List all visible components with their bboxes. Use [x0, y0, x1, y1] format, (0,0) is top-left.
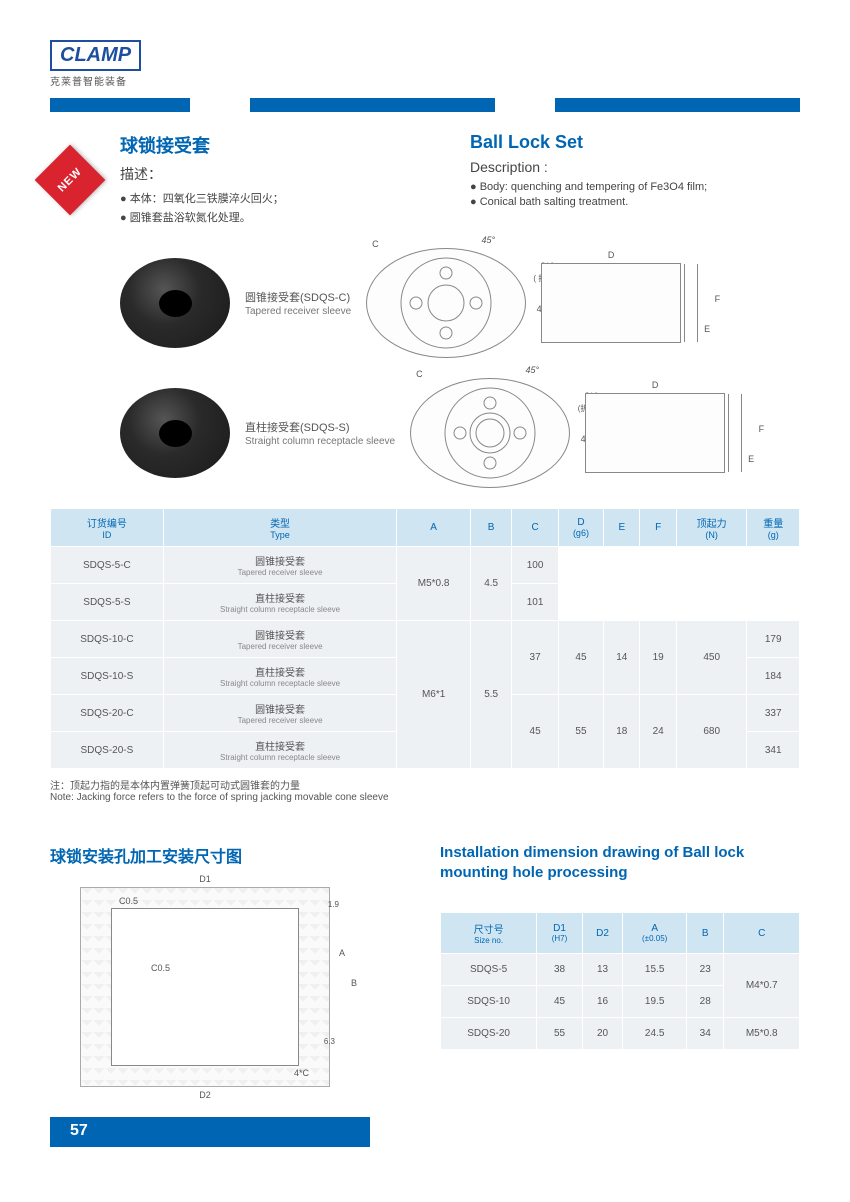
table-header: F: [640, 509, 676, 547]
right-column: Ball Lock Set Description : Body: quench…: [470, 132, 800, 228]
logo-text: CLAMP: [50, 40, 141, 71]
header-bars: [50, 98, 800, 112]
table-header: 重量(g): [747, 509, 800, 547]
page-number: 57: [50, 1117, 108, 1145]
table-header: E: [604, 509, 640, 547]
section2-title-en: Installation dimension drawing of Ball l…: [440, 843, 800, 882]
table-row: SDQS-20552024.534M5*0.8: [441, 1018, 800, 1050]
table-header: A: [397, 509, 471, 547]
table-header: C: [724, 913, 800, 954]
bullets-en: Body: quenching and tempering of Fe3O4 f…: [470, 181, 800, 208]
bullet: Conical bath salting treatment.: [470, 196, 800, 208]
top-section: 球锁接受套 描述： 本体：四氧化三铁膜淬火回火； 圆锥套盐浴软氮化处理。 Bal…: [50, 132, 800, 228]
page: CLAMP 克莱普智能装备 NEW 球锁接受套 描述： 本体：四氧化三铁膜淬火回…: [0, 0, 850, 1167]
spec-table-wrap: 订货编号ID类型TypeABCD(g6)EF顶起力(N)重量(g) SDQS-5…: [50, 508, 800, 769]
subtitle-cn: 描述：: [120, 164, 450, 184]
product-rows: 圆锥接受套(SDQS-C) Tapered receiver sleeve 45…: [120, 248, 800, 488]
table-row: SDQS-5-C圆锥接受套Tapered receiver sleeveM5*0…: [51, 547, 800, 584]
table-header: B: [470, 509, 511, 547]
table-header: 顶起力(N): [676, 509, 747, 547]
bullet: 本体：四氧化三铁膜淬火回火；: [120, 190, 450, 206]
bullet: 圆锥套盐浴软氮化处理。: [120, 209, 450, 225]
table-header: D2: [582, 913, 622, 954]
section2-right: Installation dimension drawing of Ball l…: [440, 843, 800, 1087]
header-bar: [50, 98, 190, 112]
title-cn: 球锁接受套: [120, 132, 450, 158]
table-header: 类型Type: [163, 509, 397, 547]
table-header: D1(H7): [537, 913, 583, 954]
top-diagram: 45° C 2*A ( 拆卸用 ) 4*B: [366, 248, 526, 358]
bullet: Body: quenching and tempering of Fe3O4 f…: [470, 181, 800, 193]
logo-area: CLAMP 克莱普智能装备: [50, 40, 800, 88]
product-label: 圆锥接受套(SDQS-C) Tapered receiver sleeve: [245, 289, 351, 317]
header-bar: [555, 98, 800, 112]
spec-table: 订货编号ID类型TypeABCD(g6)EF顶起力(N)重量(g) SDQS-5…: [50, 508, 800, 769]
table-header: C: [512, 509, 558, 547]
side-diagram: D E F: [585, 393, 725, 473]
left-column: 球锁接受套 描述： 本体：四氧化三铁膜淬火回火； 圆锥套盐浴软氮化处理。: [50, 132, 450, 228]
table-header: B: [687, 913, 724, 954]
product-image: [120, 258, 230, 348]
section2: 球锁安装孔加工安装尺寸图 D1 D2 C0.5 C0.5 A B 1.9 6.3…: [50, 843, 800, 1087]
product-row: 圆锥接受套(SDQS-C) Tapered receiver sleeve 45…: [120, 248, 800, 358]
section2-title-cn: 球锁安装孔加工安装尺寸图: [50, 843, 410, 867]
logo-subtitle: 克莱普智能装备: [50, 73, 800, 88]
product-row: 直柱接受套(SDQS-S) Straight column receptacle…: [120, 378, 800, 488]
header-bar: [250, 98, 495, 112]
table-header: 订货编号ID: [51, 509, 164, 547]
footer-bar: 57: [50, 1117, 370, 1147]
subtitle-en: Description :: [470, 159, 800, 175]
table-row: SDQS-5381315.523M4*0.7: [441, 954, 800, 986]
top-diagram: 45° C 2*A (拆卸用) 4*B: [410, 378, 570, 488]
table-header: D(g6): [558, 509, 603, 547]
note: 注：顶起力指的是本体内置弹簧顶起可动式圆锥套的力量 Note: Jacking …: [50, 777, 800, 803]
bullets-cn: 本体：四氧化三铁膜淬火回火； 圆锥套盐浴软氮化处理。: [120, 190, 450, 225]
table-header: A(±0.05): [623, 913, 687, 954]
section2-left: 球锁安装孔加工安装尺寸图 D1 D2 C0.5 C0.5 A B 1.9 6.3…: [50, 843, 410, 1087]
dim-table: 尺寸号Size no.D1(H7)D2A(±0.05)BC SDQS-53813…: [440, 912, 800, 1050]
product-image: [120, 388, 230, 478]
product-label: 直柱接受套(SDQS-S) Straight column receptacle…: [245, 419, 395, 447]
table-header: 尺寸号Size no.: [441, 913, 537, 954]
side-diagram: D E F: [541, 263, 681, 343]
install-diagram: D1 D2 C0.5 C0.5 A B 1.9 6.3 4*C: [80, 887, 330, 1087]
table-row: SDQS-10-C圆锥接受套Tapered receiver sleeveM6*…: [51, 621, 800, 658]
title-en: Ball Lock Set: [470, 132, 800, 153]
